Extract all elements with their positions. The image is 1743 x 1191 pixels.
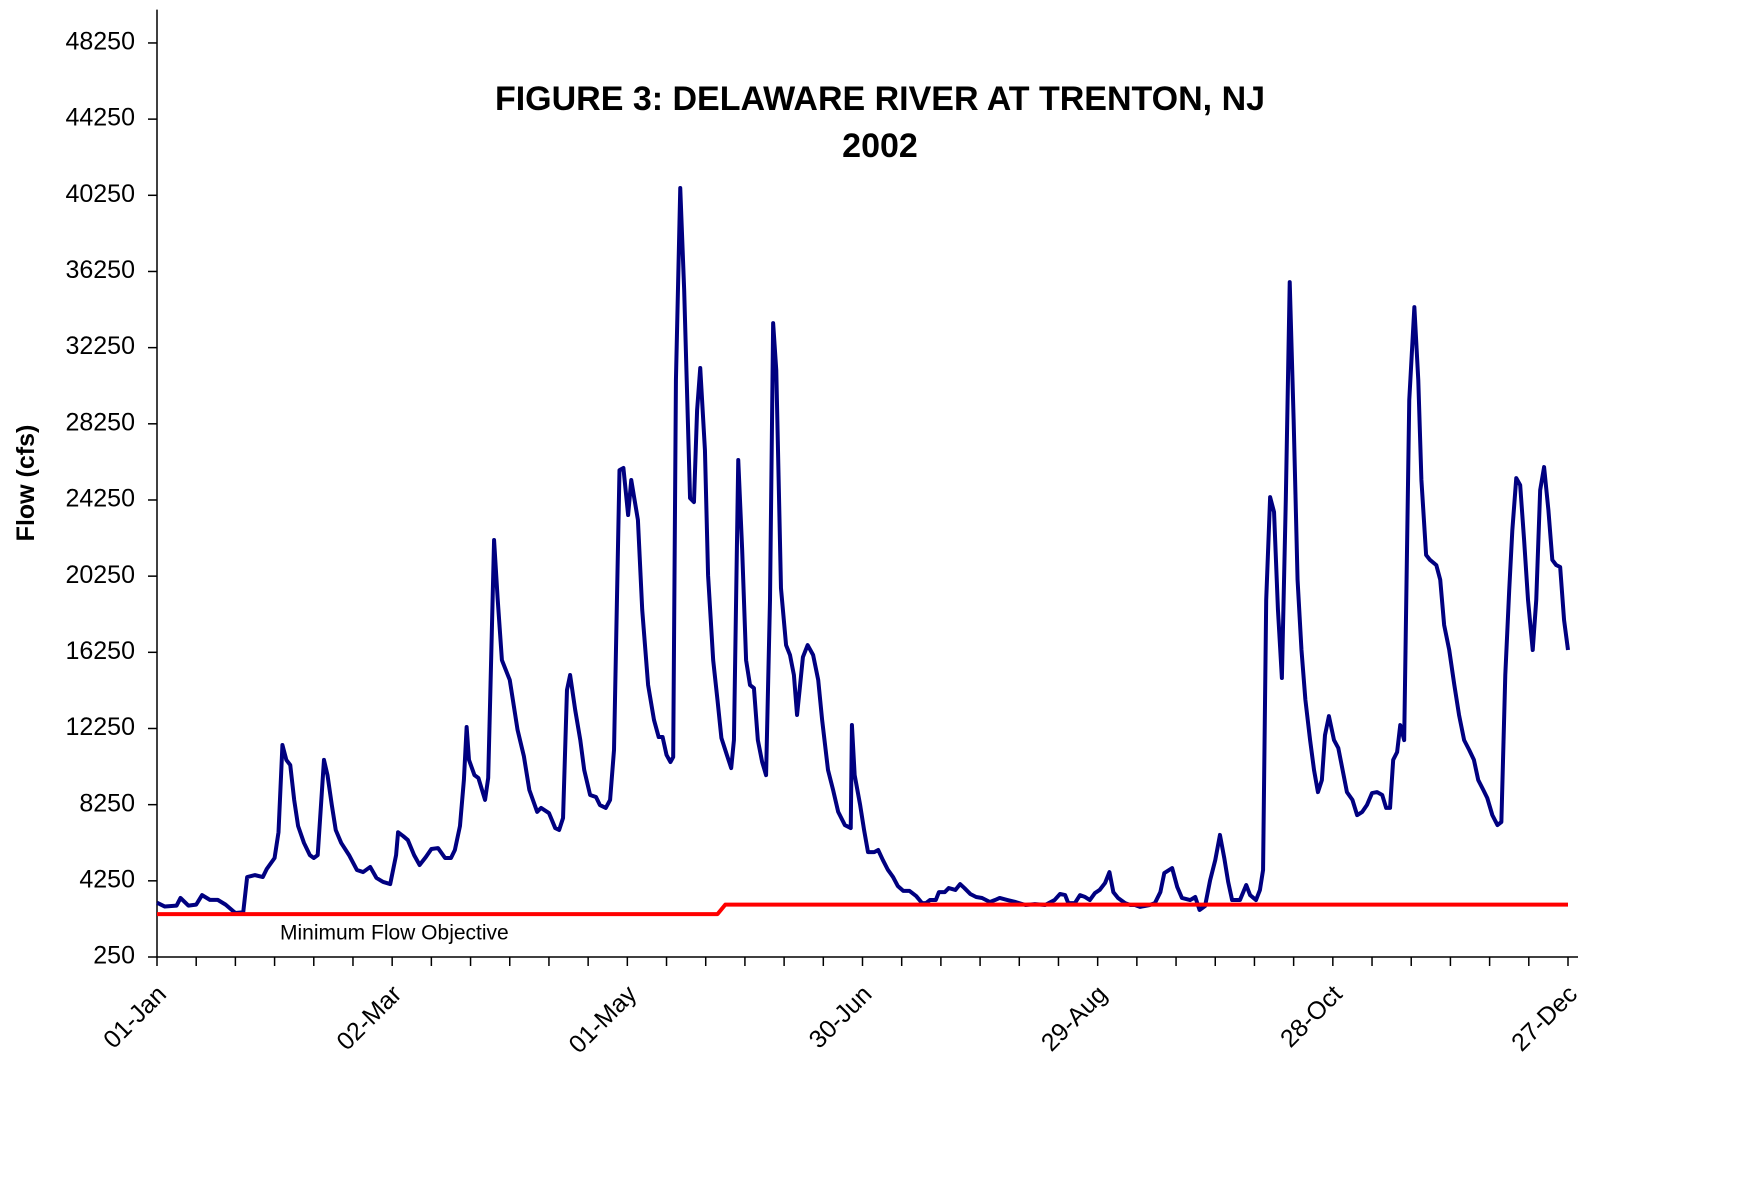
y-tick-label: 250 xyxy=(93,942,135,970)
x-tick-label: 01-Jan xyxy=(98,980,172,1054)
y-tick-label: 8250 xyxy=(79,789,135,817)
y-tick-label: 20250 xyxy=(65,561,135,589)
y-tick-label: 12250 xyxy=(65,713,135,741)
y-tick-label: 24250 xyxy=(65,485,135,513)
y-tick-label: 4250 xyxy=(79,865,135,893)
series-line xyxy=(157,902,1568,917)
y-axis-label: Flow (cfs) xyxy=(12,425,40,542)
chart-subtitle: 2002 xyxy=(842,127,918,165)
x-tick-label: 02-Mar xyxy=(331,980,407,1056)
x-tick-label: 27-Dec xyxy=(1506,980,1583,1057)
y-tick-label: 16250 xyxy=(65,637,135,665)
x-tick-label: 30-Jun xyxy=(804,980,878,1054)
y-tick-label: 44250 xyxy=(65,104,135,132)
y-tick-label: 40250 xyxy=(65,180,135,208)
series-line xyxy=(156,186,1570,916)
chart-title: FIGURE 3: DELAWARE RIVER AT TRENTON, NJ xyxy=(495,80,1265,118)
x-tick-label: 29-Aug xyxy=(1036,980,1113,1057)
y-tick-label: 32250 xyxy=(65,332,135,360)
y-tick-label: 36250 xyxy=(65,256,135,284)
y-tick-label: 28250 xyxy=(65,408,135,436)
x-tick-label: 01-May xyxy=(563,980,642,1059)
y-tick-label: 48250 xyxy=(65,28,135,56)
x-tick-label: 28-Oct xyxy=(1275,980,1348,1053)
annotation: Minimum Flow Objective xyxy=(280,922,509,945)
